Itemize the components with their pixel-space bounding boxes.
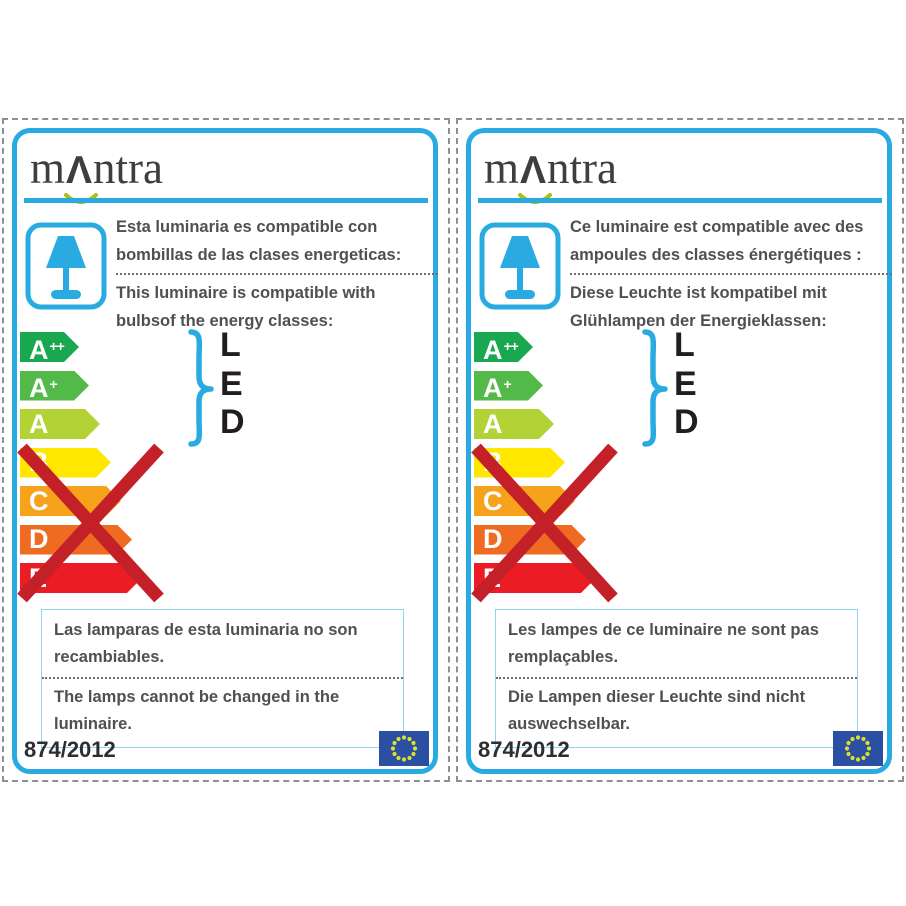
label-border-frame <box>12 128 438 774</box>
eu-flag-icon <box>833 731 883 771</box>
table-lamp-icon <box>479 222 561 315</box>
energy-class-arrow-a+: A+ <box>20 371 89 401</box>
compatibility-text-secondary: This luminaire is compatible with bulbso… <box>116 284 376 330</box>
led-text: L E D <box>674 326 699 442</box>
energy-class-arrow-a: A <box>474 409 554 439</box>
energy-class-letter: A+ <box>483 373 511 403</box>
logo-caret-icon: Λ <box>64 145 99 204</box>
led-letter: L <box>674 326 695 364</box>
logo-text-post: ntra <box>93 143 163 193</box>
regulation-number: 874/2012 <box>24 737 116 762</box>
lamp-note-secondary: Die Lampen dieser Leuchte sind nicht aus… <box>508 688 806 733</box>
regulation-number: 874/2012 <box>478 737 570 762</box>
lamp-note-primary: Las lamparas de esta luminaria no son re… <box>42 610 403 679</box>
energy-class-letter: C <box>483 485 503 516</box>
lamp-note-primary: Les lampes de ce luminaire ne sont pas r… <box>496 610 857 679</box>
red-cross-icon <box>13 439 167 612</box>
lamp-note-box: Las lamparas de esta luminaria no son re… <box>41 609 404 748</box>
label-border-frame <box>466 128 892 774</box>
header-divider <box>24 198 428 203</box>
led-letter: D <box>674 403 699 442</box>
lamp-note-box: Les lampes de ce luminaire ne sont pas r… <box>495 609 858 748</box>
energy-label-fr-de: m Λ ntra Ce luminaire est compatible ave… <box>456 118 904 782</box>
energy-class-letter: A++ <box>29 334 64 365</box>
energy-class-letter: D <box>483 524 503 554</box>
energy-class-letter: D <box>29 524 49 554</box>
compatibility-text-primary: Ce luminaire est compatible avec des amp… <box>570 214 892 275</box>
energy-class-arrow-a++: A++ <box>20 332 79 362</box>
brace-icon <box>184 327 216 454</box>
led-letter: E <box>220 364 243 403</box>
led-letter: E <box>674 364 697 403</box>
red-cross-icon <box>467 439 621 612</box>
compatibility-text-block: Esta luminaria es compatible con bombill… <box>116 214 438 335</box>
brace-icon <box>638 327 670 454</box>
led-letter: D <box>220 403 245 442</box>
mantra-logo: m Λ ntra <box>30 142 163 204</box>
energy-class-letter: A+ <box>29 373 57 403</box>
header-divider <box>478 198 882 203</box>
compatibility-text-secondary: Diese Leuchte ist kompatibel mit Glühlam… <box>570 284 827 330</box>
logo-caret-icon: Λ <box>518 145 553 204</box>
logo-text-post: ntra <box>547 143 617 193</box>
energy-class-arrow-a: A <box>20 409 100 439</box>
mantra-logo: m Λ ntra <box>484 142 617 204</box>
logo-text-pre: m <box>30 143 66 193</box>
compatibility-text-block: Ce luminaire est compatible avec des amp… <box>570 214 892 335</box>
logo-text-pre: m <box>484 143 520 193</box>
eu-flag-icon <box>379 731 429 771</box>
led-letter: L <box>220 326 241 364</box>
energy-class-arrow-a+: A+ <box>474 371 543 401</box>
energy-class-arrow-a++: A++ <box>474 332 533 362</box>
energy-class-letter: A <box>483 408 503 439</box>
table-lamp-icon <box>25 222 107 315</box>
energy-class-letter: A <box>29 408 49 439</box>
energy-class-letter: C <box>29 485 49 516</box>
lamp-note-secondary: The lamps cannot be changed in the lumin… <box>54 688 340 733</box>
energy-class-letter: A++ <box>483 334 518 365</box>
led-text: L E D <box>220 326 245 442</box>
compatibility-text-primary: Esta luminaria es compatible con bombill… <box>116 214 438 275</box>
energy-label-es-en: m Λ ntra Esta luminaria es compatible co… <box>2 118 450 782</box>
